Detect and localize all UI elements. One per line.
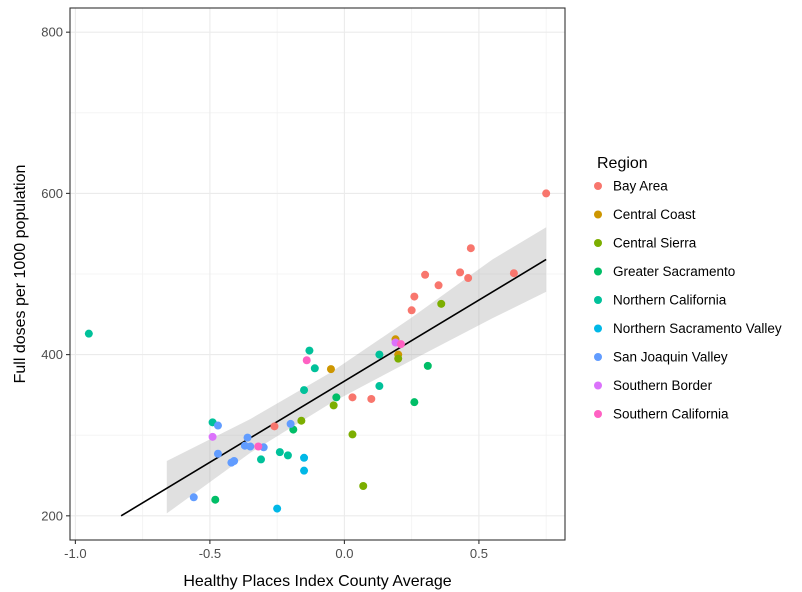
- data-point: [257, 455, 266, 464]
- legend-title: Region: [597, 155, 648, 172]
- data-point: [456, 268, 465, 277]
- data-point: [407, 306, 416, 315]
- data-point: [332, 393, 341, 402]
- legend-label: Northern California: [613, 293, 727, 308]
- data-point: [421, 270, 430, 279]
- confidence-band-layer: [166, 227, 547, 514]
- legend-marker: [594, 210, 602, 219]
- data-point: [208, 432, 217, 441]
- data-point: [410, 292, 419, 301]
- regression-line-layer: [120, 258, 547, 517]
- legend-marker: [594, 267, 602, 276]
- y-tick-label: 200: [41, 508, 63, 523]
- data-point: [375, 350, 384, 359]
- axes: -1.0 -0.5 0.0 0.5 200 400 600 800: [41, 25, 488, 561]
- data-point: [213, 449, 222, 458]
- data-point: [213, 421, 222, 430]
- data-point: [434, 281, 443, 290]
- data-point: [464, 274, 473, 283]
- confidence-band: [166, 227, 547, 514]
- data-point: [394, 354, 403, 363]
- data-point: [300, 386, 309, 395]
- data-point: [275, 448, 284, 457]
- legend-marker: [594, 381, 602, 390]
- data-point: [423, 361, 432, 370]
- data-point: [396, 340, 405, 349]
- legend-label: Central Coast: [613, 207, 696, 222]
- data-point: [348, 430, 357, 439]
- data-point: [246, 442, 255, 451]
- data-point: [375, 382, 384, 391]
- legend-marker: [594, 324, 602, 333]
- data-point: [305, 346, 314, 355]
- legend-label: Southern Border: [613, 378, 713, 393]
- x-axis-title: Healthy Places Index County Average: [183, 573, 451, 590]
- data-point: [189, 493, 198, 502]
- data-point: [286, 419, 295, 428]
- data-points: [84, 189, 551, 513]
- data-point: [230, 457, 239, 466]
- plot-panel-border: [69, 7, 566, 541]
- data-point: [297, 416, 306, 425]
- data-point: [466, 244, 475, 253]
- data-point: [437, 299, 446, 308]
- legend-marker: [594, 239, 602, 247]
- legend-label: Northern Sacramento Valley: [613, 321, 782, 336]
- data-point: [542, 189, 551, 198]
- regression-line: [120, 258, 547, 517]
- legend-marker: [594, 410, 602, 418]
- data-point: [254, 442, 263, 451]
- grid: [70, 8, 565, 540]
- data-point: [310, 364, 319, 373]
- data-point: [410, 398, 419, 407]
- legend-label: Central Sierra: [613, 236, 697, 251]
- data-point: [211, 495, 220, 504]
- data-point: [84, 329, 93, 338]
- data-point: [359, 481, 368, 490]
- data-point: [243, 433, 252, 442]
- legend-label: San Joaquin Valley: [613, 350, 728, 365]
- legend-marker: [594, 296, 602, 304]
- legend-marker: [594, 353, 602, 361]
- legend-label: Bay Area: [613, 179, 668, 194]
- y-tick-label: 800: [41, 25, 63, 40]
- x-tick-label: -0.5: [199, 546, 221, 561]
- x-tick-label: 0.5: [470, 546, 488, 561]
- x-tick-label: 0.0: [335, 546, 353, 561]
- data-point: [329, 401, 338, 410]
- legend-label: Southern California: [613, 407, 729, 422]
- data-point: [283, 451, 292, 460]
- y-tick-label: 400: [41, 347, 63, 362]
- data-point: [348, 393, 357, 402]
- data-point: [273, 504, 282, 513]
- data-point: [509, 269, 518, 278]
- data-point: [302, 356, 311, 365]
- data-point: [300, 453, 309, 462]
- legend-marker: [594, 182, 602, 190]
- data-point: [326, 365, 335, 374]
- legend-items: Bay Area Central Coast Central Sierra Great…: [594, 179, 782, 422]
- legend-label: Greater Sacramento: [613, 264, 735, 279]
- y-axis-title: Full doses per 1000 population: [12, 165, 29, 384]
- data-point: [367, 394, 376, 403]
- data-point: [300, 466, 309, 475]
- legend: Region Bay Area Central Coast Central Sier…: [594, 155, 782, 422]
- data-point: [270, 422, 279, 431]
- y-tick-label: 600: [41, 186, 63, 201]
- x-tick-label: -1.0: [64, 546, 86, 561]
